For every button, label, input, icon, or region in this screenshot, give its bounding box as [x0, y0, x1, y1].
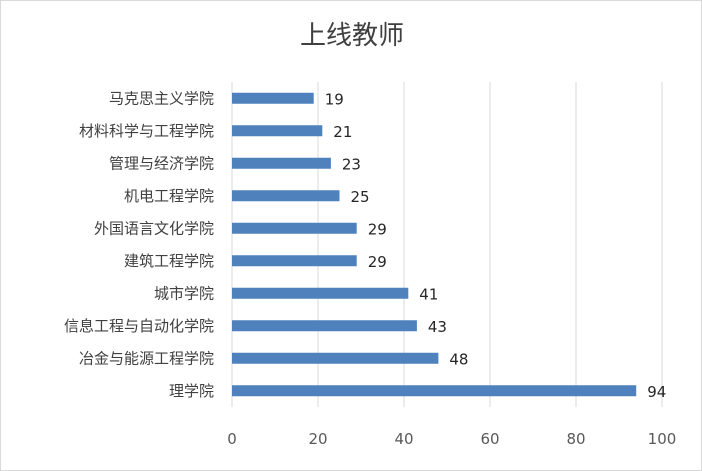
data-label-5: 29	[368, 253, 387, 271]
x-tick-label-0: 0	[227, 430, 237, 448]
bar-6	[232, 287, 409, 299]
chart-title: 上线教师	[299, 21, 404, 51]
category-label-5: 建筑工程学院	[124, 252, 214, 270]
category-label-9: 理学院	[169, 382, 214, 400]
category-label-1: 材料科学与工程学院	[79, 122, 214, 140]
bar-2	[232, 157, 331, 169]
data-label-8: 48	[449, 350, 468, 368]
x-tick-label-80: 80	[566, 430, 585, 448]
x-tick-label-60: 60	[480, 430, 499, 448]
category-label-6: 城市学院	[154, 284, 214, 302]
bar-4	[232, 222, 357, 234]
bar-9	[232, 385, 637, 397]
data-label-7: 43	[428, 318, 447, 336]
data-label-9: 94	[647, 383, 666, 401]
x-tick-label-40: 40	[394, 430, 413, 448]
x-tick-label-20: 20	[308, 430, 327, 448]
x-tick-label-100: 100	[648, 430, 677, 448]
category-label-3: 机电工程学院	[124, 187, 214, 205]
data-label-2: 23	[342, 155, 361, 173]
bar-0	[232, 92, 314, 104]
data-label-0: 19	[325, 90, 344, 108]
data-label-1: 21	[333, 123, 352, 141]
category-label-2: 管理与经济学院	[109, 154, 214, 172]
bar-8	[232, 352, 439, 364]
bar-5	[232, 255, 357, 267]
bar-7	[232, 320, 417, 332]
data-label-4: 29	[368, 220, 387, 238]
category-label-8: 冶金与能源工程学院	[79, 349, 214, 367]
data-label-3: 25	[351, 188, 370, 206]
category-label-0: 马克思主义学院	[109, 89, 214, 107]
data-label-6: 41	[419, 285, 438, 303]
bar-1	[232, 125, 323, 137]
bar-3	[232, 190, 340, 202]
category-label-7: 信息工程与自动化学院	[64, 317, 214, 335]
category-label-4: 外国语言文化学院	[94, 219, 214, 237]
